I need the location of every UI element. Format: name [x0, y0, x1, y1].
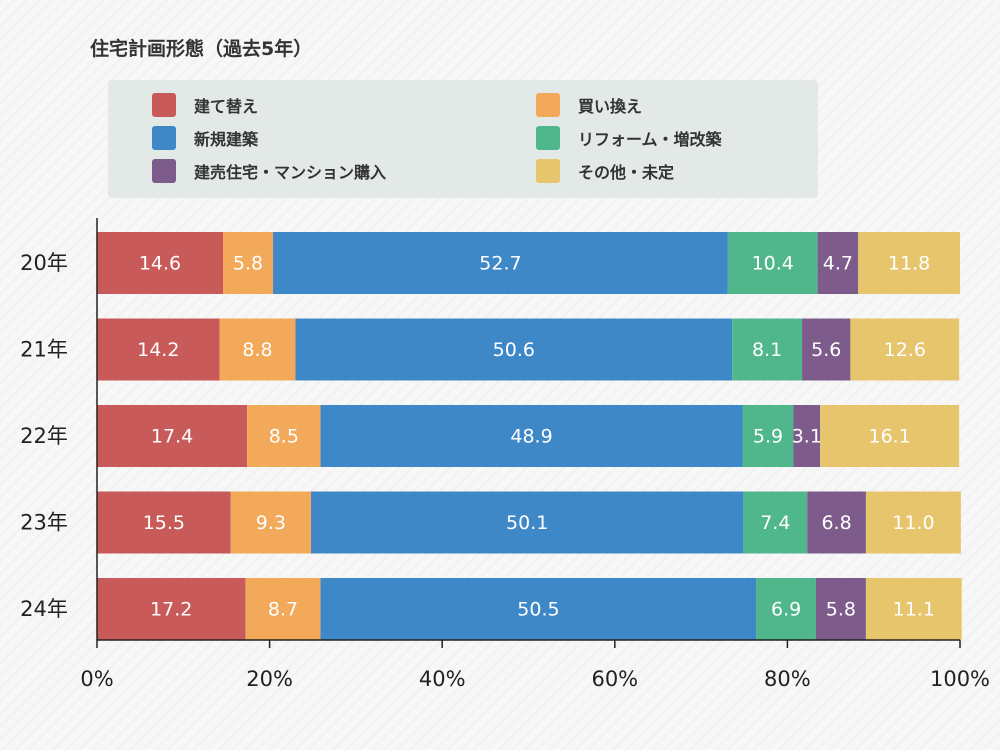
bar-value-label: 52.7: [479, 253, 521, 275]
bar-value-label: 14.6: [139, 253, 181, 275]
bar-segment: [858, 232, 960, 294]
bar-value-label: 17.4: [151, 426, 193, 448]
bar-segment: [230, 491, 312, 554]
bar-segment: [732, 318, 803, 381]
bar-group: 14.6 5.8 52.7 10.4 4.7 11.8: [97, 232, 960, 294]
chart-title: 住宅計画形態（過去5年）: [90, 38, 313, 60]
legend-label: その他・未定: [578, 163, 675, 182]
legend-label: リフォーム・増改築: [578, 130, 722, 149]
bar-segment: [743, 491, 808, 554]
bar-segment: [850, 318, 960, 381]
category-label: 20年: [20, 251, 68, 275]
bar-segment: [742, 405, 794, 467]
bar-value-label: 6.8: [821, 512, 851, 534]
bar-segment: [820, 405, 960, 467]
bar-segment: [247, 405, 321, 467]
category-label: 23年: [20, 511, 68, 535]
bar-value-label: 50.1: [506, 512, 548, 534]
legend-label: 建売住宅・マンション購入: [194, 163, 387, 182]
bar-value-label: 11.1: [893, 599, 935, 621]
bar-value-label: 9.3: [256, 512, 286, 534]
legend-swatch: [536, 159, 560, 183]
bar-segment: [273, 232, 728, 294]
legend-swatch: [152, 126, 176, 150]
bar-value-label: 15.5: [143, 512, 185, 534]
legend-item-renovation: リフォーム・増改築: [536, 126, 722, 150]
bar-value-label: 8.1: [752, 339, 782, 361]
legend-item-replacement: 買い換え: [536, 93, 642, 117]
bar-segment: [793, 405, 821, 467]
bar-segment: [320, 405, 743, 467]
legend-item-new-build: 新規建築: [152, 126, 258, 150]
bar-value-label: 8.5: [269, 426, 299, 448]
bar-value-label: 8.8: [242, 339, 272, 361]
bar-value-label: 5.9: [753, 426, 783, 448]
bar-value-label: 10.4: [752, 253, 794, 275]
bar-value-label: 17.2: [150, 599, 192, 621]
bar-segment: [97, 405, 248, 467]
legend-label: 買い換え: [578, 97, 643, 116]
x-tick-label: 60%: [591, 667, 638, 691]
bar-segment: [802, 318, 851, 381]
x-tick-label: 20%: [246, 667, 293, 691]
category-label: 21年: [20, 338, 68, 362]
bar-value-label: 14.2: [137, 339, 179, 361]
bar-segment: [320, 578, 757, 640]
legend-swatch: [152, 159, 176, 183]
bar-segment: [807, 491, 866, 554]
bar-segment: [727, 232, 818, 294]
legend-swatch: [152, 93, 176, 117]
bar-value-label: 5.8: [826, 599, 856, 621]
bar-segment: [222, 232, 274, 294]
bar-group: 14.2 8.8 50.6 8.1 5.6 12.6: [97, 318, 960, 381]
bar-segment: [311, 491, 744, 554]
bar-segment: [817, 232, 859, 294]
bar-segment: [97, 578, 246, 640]
legend-label: 新規建築: [194, 130, 259, 149]
bar-segment: [815, 578, 866, 640]
bar-value-label: 5.8: [233, 253, 263, 275]
bar-segment: [97, 232, 223, 294]
bar-group: 15.5 9.3 50.1 7.4 6.8 11.0: [97, 491, 961, 554]
x-tick-label: 100%: [930, 667, 990, 691]
bar-segment: [97, 491, 231, 554]
bar-group: 17.4 8.5 48.9 5.9 3.1 16.1: [97, 405, 960, 467]
legend: 建て替え 新規建築 建売住宅・マンション購入 買い換え リフォーム・増改築 その…: [108, 80, 818, 198]
bar-segment: [865, 491, 961, 554]
bar-segment: [756, 578, 816, 640]
bar-value-label: 16.1: [869, 426, 911, 448]
bar-value-label: 50.5: [517, 599, 559, 621]
legend-item-other: その他・未定: [536, 159, 674, 183]
category-label: 22年: [20, 424, 68, 448]
bar-value-label: 7.4: [760, 512, 790, 534]
legend-swatch: [536, 93, 560, 117]
bar-value-label: 11.8: [888, 253, 930, 275]
bar-value-label: 50.6: [493, 339, 535, 361]
bar-value-label: 3.1: [792, 426, 822, 448]
bar-segment: [295, 318, 733, 381]
bar-segment: [97, 318, 220, 381]
bar-value-label: 6.9: [771, 599, 801, 621]
bar-segment: [865, 578, 962, 640]
legend-label: 建て替え: [194, 97, 259, 116]
bar-value-label: 5.6: [811, 339, 841, 361]
bar-value-label: 11.0: [892, 512, 934, 534]
x-tick-label: 80%: [764, 667, 811, 691]
x-tick-label: 0%: [80, 667, 113, 691]
bar-value-label: 12.6: [884, 339, 926, 361]
bar-group: 17.2 8.7 50.5 6.9 5.8 11.1: [97, 578, 962, 640]
bar-value-label: 8.7: [268, 599, 298, 621]
bar-value-label: 48.9: [510, 426, 552, 448]
bar-value-label: 4.7: [823, 253, 853, 275]
legend-swatch: [536, 126, 560, 150]
x-tick-label: 40%: [419, 667, 466, 691]
category-label: 24年: [20, 597, 68, 621]
bar-segment: [245, 578, 321, 640]
bar-segment: [219, 318, 296, 381]
legend-item-rebuild: 建て替え: [152, 93, 258, 117]
legend-item-purchase: 建売住宅・マンション購入: [152, 159, 386, 183]
